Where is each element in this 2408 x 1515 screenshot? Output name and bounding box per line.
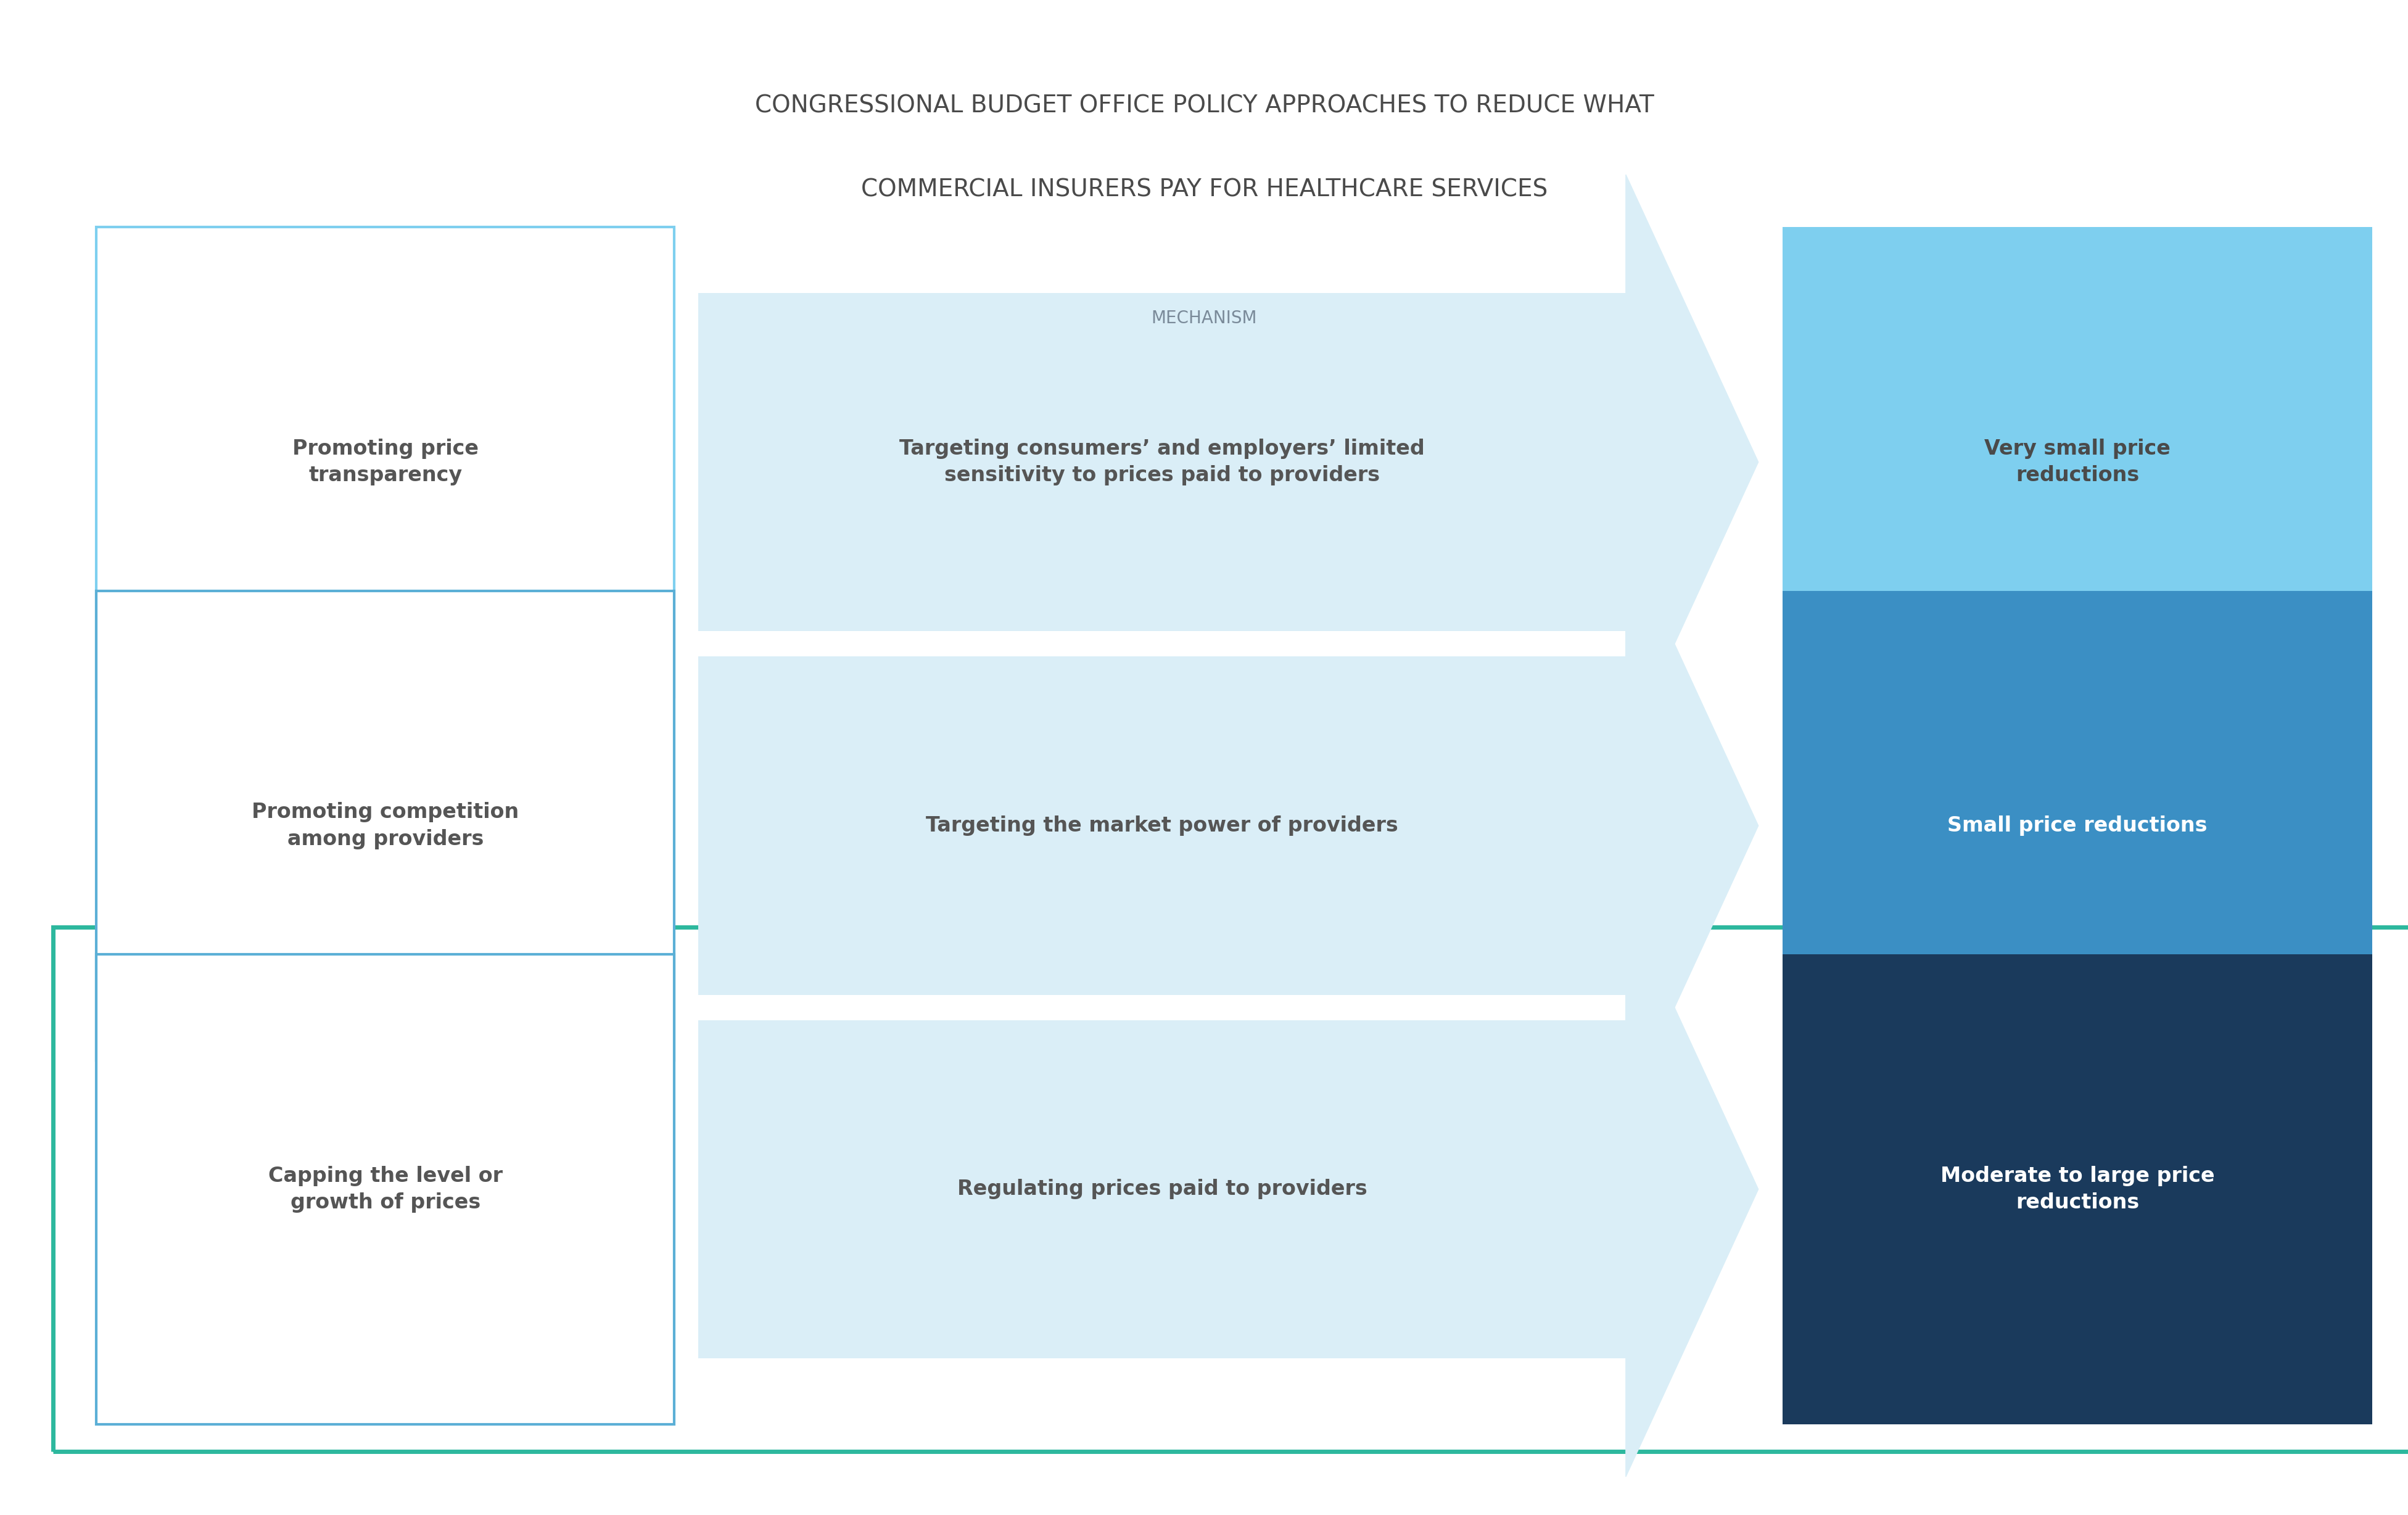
FancyBboxPatch shape [1782, 954, 2372, 1424]
Polygon shape [1625, 538, 1758, 1114]
Text: POLICY APPROACH: POLICY APPROACH [306, 309, 465, 327]
FancyBboxPatch shape [698, 656, 1625, 995]
FancyBboxPatch shape [1782, 591, 2372, 1060]
Text: Promoting price
transparency: Promoting price transparency [291, 438, 479, 486]
FancyBboxPatch shape [96, 954, 674, 1424]
FancyBboxPatch shape [1782, 227, 2372, 697]
Text: Very small price
reductions: Very small price reductions [1984, 438, 2170, 486]
Text: CONGRESSIONAL BUDGET OFFICE POLICY APPROACHES TO REDUCE WHAT: CONGRESSIONAL BUDGET OFFICE POLICY APPRO… [754, 94, 1654, 118]
Polygon shape [1625, 174, 1758, 750]
Text: Targeting the market power of providers: Targeting the market power of providers [925, 815, 1399, 836]
FancyBboxPatch shape [96, 227, 674, 697]
Text: Regulating prices paid to providers: Regulating prices paid to providers [956, 1179, 1368, 1200]
Text: Capping the level or
growth of prices: Capping the level or growth of prices [267, 1165, 503, 1214]
Polygon shape [1625, 901, 1758, 1477]
FancyBboxPatch shape [698, 292, 1625, 632]
Text: EFFECT ON PRICES: EFFECT ON PRICES [1941, 309, 2105, 327]
Text: MECHANISM: MECHANISM [1151, 309, 1257, 327]
FancyBboxPatch shape [698, 1020, 1625, 1359]
Text: Moderate to large price
reductions: Moderate to large price reductions [1941, 1165, 2213, 1214]
Text: Targeting consumers’ and employers’ limited
sensitivity to prices paid to provid: Targeting consumers’ and employers’ limi… [898, 438, 1426, 486]
Text: Small price reductions: Small price reductions [1948, 815, 2206, 836]
Text: COMMERCIAL INSURERS PAY FOR HEALTHCARE SERVICES: COMMERCIAL INSURERS PAY FOR HEALTHCARE S… [860, 177, 1548, 201]
Text: Promoting competition
among providers: Promoting competition among providers [253, 801, 518, 850]
FancyBboxPatch shape [96, 591, 674, 1060]
